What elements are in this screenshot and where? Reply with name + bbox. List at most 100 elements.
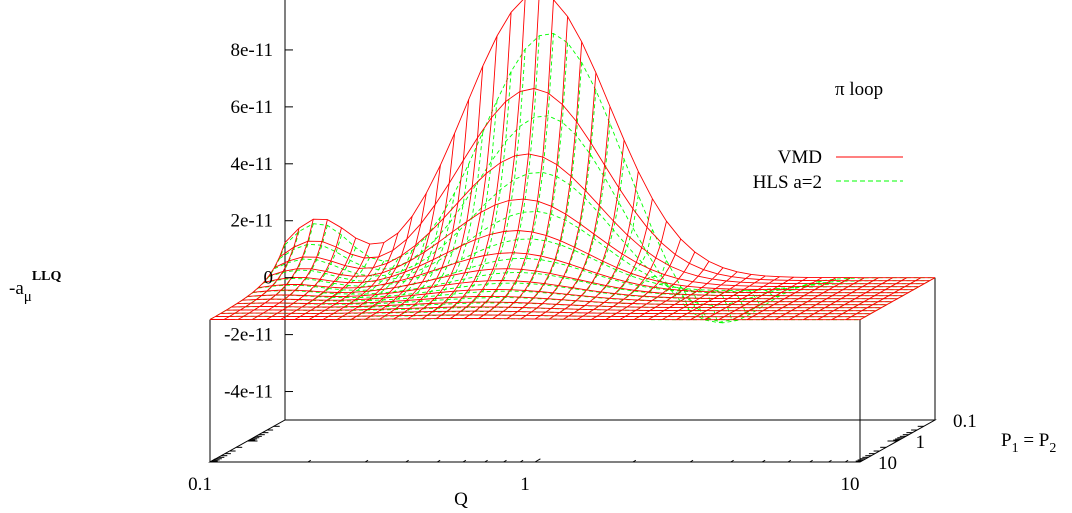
surface-vmd-line — [704, 276, 780, 321]
surface-vmd-line — [563, 171, 639, 320]
surface-hls-line — [379, 192, 456, 320]
surface-hls-line — [308, 261, 385, 320]
surface-vmd-line — [209, 242, 286, 320]
surface-vmd-line — [690, 275, 766, 321]
surface-vmd — [209, 0, 936, 321]
surface-hls-line — [280, 247, 357, 320]
surface-vmd-line — [746, 277, 823, 321]
surface-vmd-line — [831, 277, 907, 321]
surface-vmd-line — [492, 16, 569, 319]
surface-vmd-line — [238, 219, 314, 320]
surface-vmd-line — [803, 277, 879, 321]
x-tick-mark — [503, 459, 507, 463]
surface-vmd-line — [605, 238, 682, 320]
x-tick-mark — [828, 459, 832, 463]
surface-hls-line — [252, 272, 903, 297]
surface-hls-line — [690, 289, 766, 321]
surface-vmd-line — [223, 227, 300, 320]
chart-title: π loop — [835, 79, 883, 100]
surface-hls-line — [393, 163, 470, 320]
surface-hls-line — [274, 171, 925, 306]
surface-vmd-line — [252, 219, 328, 320]
z-axis-ticks: 1e-10 8e-11 6e-11 4e-11 2e-11 0 -2e-11 -4e-11 — [224, 0, 293, 403]
z-tick-label: 8e-11 — [230, 40, 273, 61]
surface-vmd-line — [322, 232, 399, 320]
x-tick-mark — [209, 458, 216, 463]
surface-hls-line — [492, 42, 569, 320]
surface-vmd-line — [718, 276, 794, 321]
surface-vmd-line — [577, 198, 653, 320]
x-tick-mark — [844, 459, 849, 463]
z-tick-label: -2e-11 — [224, 325, 273, 346]
surface-vmd-line — [619, 251, 696, 320]
surface-vmd-line — [520, 72, 597, 320]
z-tick-label: 6e-11 — [230, 97, 273, 118]
surface-vmd-line — [478, 0, 554, 319]
y-axis-label: P1 = P2 — [1001, 430, 1056, 456]
x-tick-mark — [436, 459, 441, 463]
surface-vmd-line — [845, 277, 922, 321]
surface-vmd-line — [421, 35, 498, 320]
surface-vmd-line — [760, 277, 837, 321]
x-tick-mark — [484, 459, 488, 463]
legend-label-vmd: VMD — [778, 147, 822, 168]
x-axis-label: Q — [454, 489, 468, 510]
surface-vmd-line — [274, 153, 925, 285]
surface-vmd-line — [308, 242, 385, 320]
x-tick-mark — [519, 459, 524, 463]
legend-label-hls: HLS a=2 — [753, 172, 822, 193]
surface-vmd-line — [633, 261, 710, 320]
x-axis-ticks: 0.1 1 10 — [188, 458, 860, 495]
z-tick-label: 1e-10 — [230, 0, 273, 4]
surface-vmd-line — [435, 12, 512, 319]
surface-vmd-line — [732, 277, 809, 321]
surface-vmd-line — [774, 277, 851, 321]
x-tick-mark — [405, 459, 409, 463]
surface-hls-line — [322, 258, 399, 320]
floor-box — [208, 419, 937, 463]
z-tick-label: 4e-11 — [230, 154, 273, 175]
surface-vmd-line — [336, 216, 413, 320]
surface-vmd-line — [351, 193, 427, 320]
surface-vmd-line — [647, 267, 724, 320]
surface-vmd-line — [393, 99, 470, 320]
surface-vmd-line — [464, 0, 540, 319]
x-tick-mark — [787, 459, 792, 463]
surface-hls-line — [520, 90, 597, 320]
y-tick-label: 0.1 — [953, 411, 977, 432]
y-axis-ticks: 0.1 1 10 — [211, 411, 977, 474]
surface-hls-line — [365, 217, 441, 320]
x-tick-label: 0.1 — [188, 474, 212, 495]
surface-vmd-line — [280, 237, 357, 320]
surface-vmd-line — [676, 274, 752, 321]
surface-vmd-line — [548, 140, 625, 320]
surface-vmd-line — [449, 0, 526, 319]
y-tick-label: 10 — [878, 453, 897, 474]
surface-hls-line — [247, 282, 898, 300]
surface-hls-line — [449, 48, 526, 320]
z-tick-label: -4e-11 — [224, 382, 273, 403]
surface-vmd-line — [365, 165, 441, 320]
legend: VMD HLS a=2 — [753, 147, 903, 193]
surface-vmd-line — [591, 221, 667, 320]
surface-vmd-line — [817, 277, 893, 321]
surface-hls-line — [534, 123, 611, 320]
surface-vmd-line — [859, 277, 936, 321]
surface-vmd-line — [266, 227, 342, 320]
z-axis-label: -aμLLQ — [9, 269, 61, 305]
surface-hls-line — [435, 71, 512, 320]
x-tick-mark — [809, 459, 813, 463]
x-tick-mark — [462, 459, 467, 463]
surface-hls-line — [351, 236, 427, 320]
x-tick-label: 10 — [841, 474, 860, 495]
surface-vmd-line — [379, 133, 456, 320]
surface-hls-line — [407, 132, 484, 320]
surface-vmd-line — [279, 88, 930, 282]
x-tick-label: 1 — [520, 474, 530, 495]
surface-vmd-line — [252, 268, 903, 297]
surface-vmd-line — [789, 277, 865, 321]
x-tick-mark — [689, 459, 694, 463]
x-tick-mark — [364, 459, 369, 463]
axes-frame — [208, 0, 937, 463]
